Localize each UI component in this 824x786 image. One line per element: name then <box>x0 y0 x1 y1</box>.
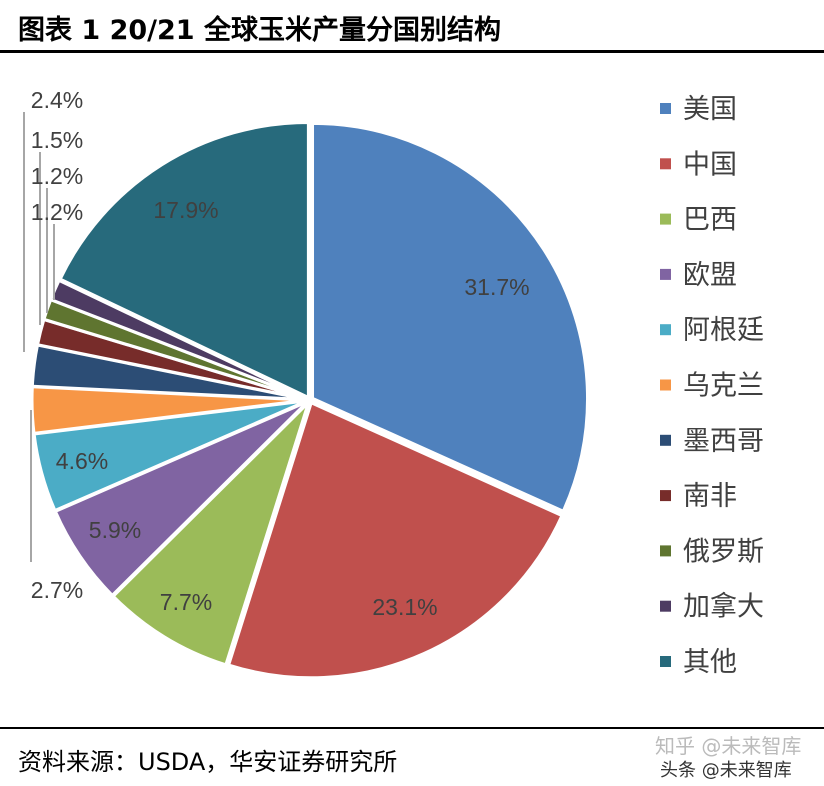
title-divider <box>0 50 824 53</box>
data-label-10: 17.9% <box>153 197 218 223</box>
data-label-5: 2.7% <box>31 577 83 603</box>
data-label-2: 7.7% <box>160 589 212 615</box>
legend-swatch-3 <box>660 268 671 280</box>
data-label-7: 1.5% <box>31 127 83 153</box>
legend-swatch-9 <box>660 600 671 612</box>
legend-swatch-6 <box>660 434 671 446</box>
data-label-1: 23.1% <box>372 594 437 620</box>
legend-label-6: 墨西哥 <box>683 426 764 457</box>
legend-swatch-0 <box>660 103 671 114</box>
data-label-8: 1.2% <box>31 163 83 189</box>
legend-label-9: 加拿大 <box>683 592 764 623</box>
pie-slice-10 <box>58 120 310 400</box>
data-label-4: 4.6% <box>56 448 108 474</box>
legend-label-10: 其他 <box>683 647 737 678</box>
footer-divider <box>0 727 824 729</box>
watermark: 知乎 @未来智库 <box>655 734 802 758</box>
data-label-0: 31.7% <box>464 274 529 300</box>
pie-slice-2 <box>111 401 310 667</box>
data-label-6: 2.4% <box>31 87 83 113</box>
data-label-3: 5.9% <box>89 517 141 543</box>
legend-label-1: 中国 <box>683 149 737 180</box>
legend-label-7: 南非 <box>683 481 737 512</box>
pie-slice-1 <box>226 400 564 680</box>
legend-swatch-8 <box>660 545 671 557</box>
legend-label-4: 阿根廷 <box>683 315 764 346</box>
legend-label-8: 俄罗斯 <box>683 536 764 567</box>
legend-label-3: 欧盟 <box>683 260 737 291</box>
legend-swatch-4 <box>660 324 671 336</box>
legend-swatch-7 <box>660 490 671 502</box>
pie-slice-0 <box>311 121 589 514</box>
source-note: 资料来源：USDA，华安证券研究所 <box>18 748 398 776</box>
legend-label-5: 乌克兰 <box>683 371 764 402</box>
chart-title: 图表 1 20/21 全球玉米产量分国别结构 <box>18 15 501 46</box>
legend-swatch-2 <box>660 213 671 225</box>
watermark-overlay: 头条 @未来智库 <box>660 760 792 781</box>
legend-label-2: 巴西 <box>683 205 737 236</box>
legend-swatch-1 <box>660 158 671 170</box>
legend-swatch-5 <box>660 379 671 391</box>
legend-label-0: 美国 <box>683 94 737 125</box>
data-label-9: 1.2% <box>31 199 83 225</box>
legend-swatch-10 <box>660 656 671 667</box>
